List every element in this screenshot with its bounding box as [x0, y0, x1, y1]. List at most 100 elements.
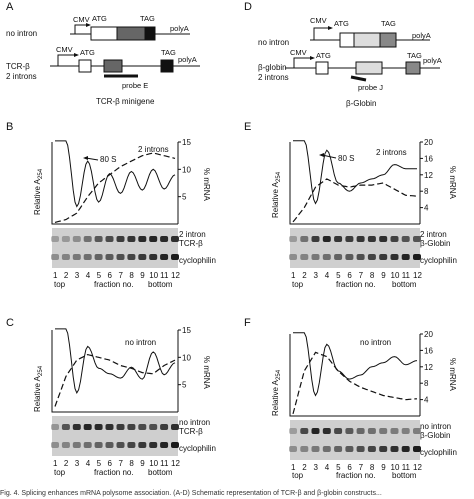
- lane-number: 5: [336, 271, 341, 280]
- target-band: [127, 424, 136, 430]
- right-axis-tick-label: 15: [182, 326, 191, 335]
- panel-f-blot1-label: no intron: [420, 422, 451, 431]
- cyclophilin-band: [390, 254, 399, 260]
- panel-d-construct-diagram: D no intron CMV ATG TAG polyA β-globin 2…: [244, 1, 442, 108]
- panel-c-letter: C: [6, 317, 14, 329]
- cyclophilin-band: [345, 446, 354, 452]
- cyclophilin-band: [72, 254, 81, 260]
- cyclophilin-band: [413, 254, 421, 260]
- lane-number: 2: [302, 463, 307, 472]
- panel-a-row2-label-2: 2 introns: [6, 72, 37, 81]
- target-band: [105, 424, 114, 430]
- lane-number: 7: [359, 463, 364, 472]
- lane-number: 5: [97, 271, 102, 280]
- cyclophilin-band: [300, 254, 309, 260]
- panel-b-letter: B: [6, 121, 13, 133]
- panel-f-bottom: bottom: [392, 471, 417, 480]
- cyclophilin-band: [379, 254, 388, 260]
- lane-number: 2: [64, 271, 69, 280]
- target-band: [51, 424, 59, 430]
- panel-e-ylabel: Relative A254: [271, 171, 282, 218]
- cyclophilin-band: [322, 446, 331, 452]
- exon-box: [355, 61, 383, 75]
- panel-f-blot: [289, 420, 421, 460]
- exon-box: [78, 59, 92, 73]
- target-band: [401, 236, 410, 242]
- panel-c-blot2-label: cyclophilin: [179, 444, 216, 453]
- target-band: [61, 236, 70, 242]
- target-band: [149, 424, 158, 430]
- panel-a-polya: polyA: [170, 24, 189, 33]
- right-axis-tick-label: 5: [182, 381, 187, 390]
- promoter-arrowhead: [74, 53, 79, 57]
- panel-e-fraction: fraction no.: [336, 280, 376, 289]
- panel-c-top: top: [54, 468, 66, 477]
- cyclophilin-band: [105, 254, 114, 260]
- lane-number: 1: [291, 463, 296, 472]
- panel-a-construct-diagram: A no intron CMV ATG TAG polyA TCR-β 2 in…: [6, 1, 200, 106]
- cyclophilin-band: [138, 442, 147, 448]
- target-band: [105, 236, 114, 242]
- lane-number: 8: [370, 271, 375, 280]
- lane-number: 10: [391, 463, 400, 472]
- lane-number: 10: [149, 271, 158, 280]
- target-band: [379, 236, 388, 242]
- figure-caption: Fig. 4. Splicing enhances mRNA polysome …: [0, 490, 382, 497]
- right-axis-tick-label: 5: [182, 193, 187, 202]
- panel-a-letter: A: [6, 1, 14, 13]
- panel-e-blot2-label: cyclophilin: [420, 256, 457, 265]
- target-band: [356, 236, 365, 242]
- panel-c-blot: [51, 416, 179, 456]
- panel-d-row2-label: β-globin: [258, 63, 287, 72]
- right-axis-tick-label: 15: [182, 138, 191, 147]
- panel-d-title: β-Globin: [346, 99, 376, 108]
- target-band: [289, 236, 297, 242]
- panel-d-probe: probe J: [358, 83, 383, 92]
- probe-j-line: [350, 75, 367, 82]
- panel-d-polya: polyA: [412, 31, 431, 40]
- lane-number: 11: [402, 271, 411, 280]
- cyclophilin-band: [367, 446, 376, 452]
- panel-c-lane-numbers: 1 2 3 4 5 6 7 8 9 10 11 12: [53, 459, 180, 468]
- panel-a-cmv: CMV: [73, 15, 90, 24]
- lane-number: 6: [108, 459, 113, 468]
- panel-b-blot1-label-2: TCR-β: [179, 239, 203, 248]
- target-band: [72, 236, 81, 242]
- lane-number: 7: [119, 459, 124, 468]
- target-band: [94, 236, 103, 242]
- target-band: [300, 428, 309, 434]
- panel-c-rlabel: % mRNA: [202, 356, 211, 390]
- panel-e-top: top: [292, 280, 304, 289]
- lane-number: 12: [413, 463, 422, 472]
- lane-number: 12: [171, 271, 180, 280]
- panel-c-bottom: bottom: [148, 468, 173, 477]
- panel-e-right-ticks: 20 16 12 8 4: [420, 138, 433, 213]
- right-axis-tick-label: 4: [424, 396, 429, 405]
- target-band: [345, 236, 354, 242]
- cyclophilin-band: [390, 446, 399, 452]
- target-band: [94, 424, 103, 430]
- target-band: [138, 424, 147, 430]
- panel-b-marker: 80 S: [100, 155, 116, 164]
- lane-number: 8: [129, 271, 134, 280]
- target-band: [138, 236, 147, 242]
- panel-e-lane-numbers: 1 2 3 4 5 6 7 8 9 10 11 12: [291, 271, 422, 280]
- panel-a-probe: probe E: [122, 81, 148, 90]
- exon-box: [144, 26, 156, 41]
- lane-number: 8: [129, 459, 134, 468]
- panel-b-ylabel: Relative A254: [33, 168, 44, 215]
- lane-number: 5: [97, 459, 102, 468]
- exon-box: [116, 26, 146, 41]
- panel-d-tag-2: TAG: [407, 51, 422, 60]
- target-band: [345, 428, 354, 434]
- panel-b-rlabel: % mRNA: [202, 168, 211, 202]
- lane-number: 3: [75, 459, 80, 468]
- exon-box: [315, 61, 329, 75]
- exon-box: [160, 59, 174, 73]
- right-axis-tick-label: 10: [182, 353, 191, 362]
- target-band: [379, 428, 388, 434]
- panel-e-absorbance-trace: [293, 140, 417, 205]
- promoter-arrow: [74, 24, 88, 34]
- panel-a-atg: ATG: [92, 14, 107, 23]
- panel-d-row1-label: no intron: [258, 38, 289, 47]
